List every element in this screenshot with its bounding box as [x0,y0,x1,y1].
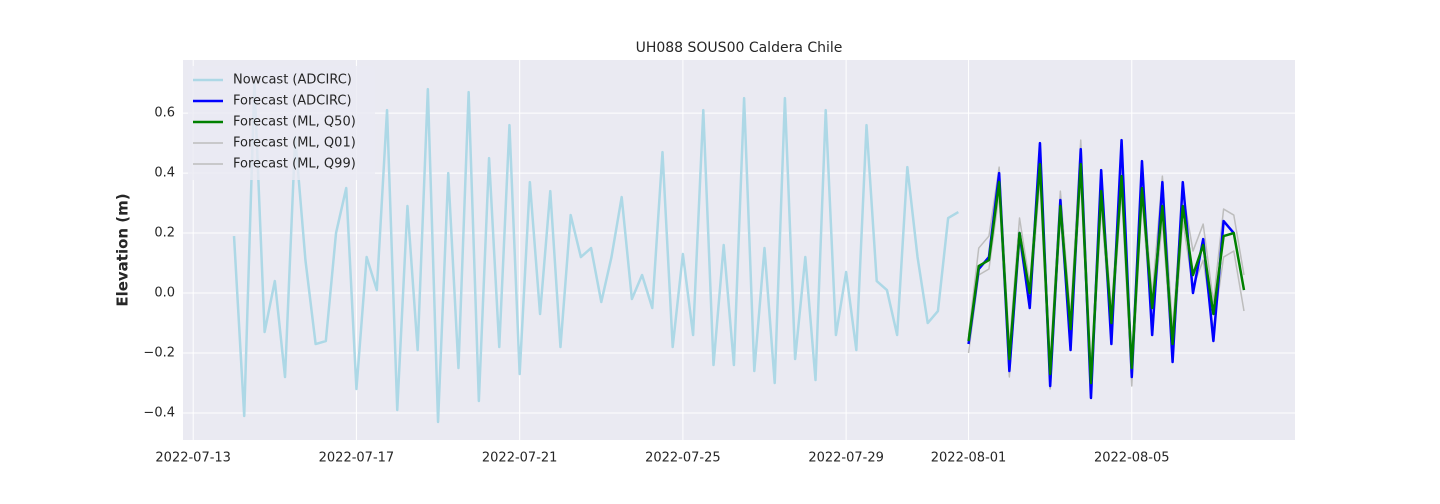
x-tick-label: 2022-07-25 [645,451,721,466]
x-tick-label: 2022-07-17 [319,451,395,466]
x-tick-label: 2022-07-13 [155,451,231,466]
x-tick-label: 2022-07-29 [808,451,884,466]
y-tick-label: 0.4 [154,166,175,181]
x-tick-label: 2022-08-05 [1094,451,1170,466]
y-tick-label: −0.2 [143,346,175,361]
series-line [967,162,1246,385]
legend-label: Forecast (ML, Q01) [233,136,356,151]
legend-label: Forecast (ADCIRC) [233,94,352,109]
legend-label: Forecast (ML, Q50) [233,115,356,130]
x-tick-label: 2022-08-01 [931,451,1007,466]
y-tick-label: 0.6 [154,106,175,121]
y-tick-label: 0.0 [154,286,175,301]
legend-box [188,66,375,180]
legend-label: Forecast (ML, Q99) [233,157,356,172]
x-tick-label: 2022-07-21 [482,451,558,466]
y-tick-label: 0.2 [154,226,175,241]
legend-label: Nowcast (ADCIRC) [233,73,352,88]
chart-title: UH088 SOUS00 Caldera Chile [636,40,843,56]
y-axis-label: Elevation (m) [114,193,132,306]
series-line [232,81,959,424]
y-tick-label: −0.4 [143,406,175,421]
